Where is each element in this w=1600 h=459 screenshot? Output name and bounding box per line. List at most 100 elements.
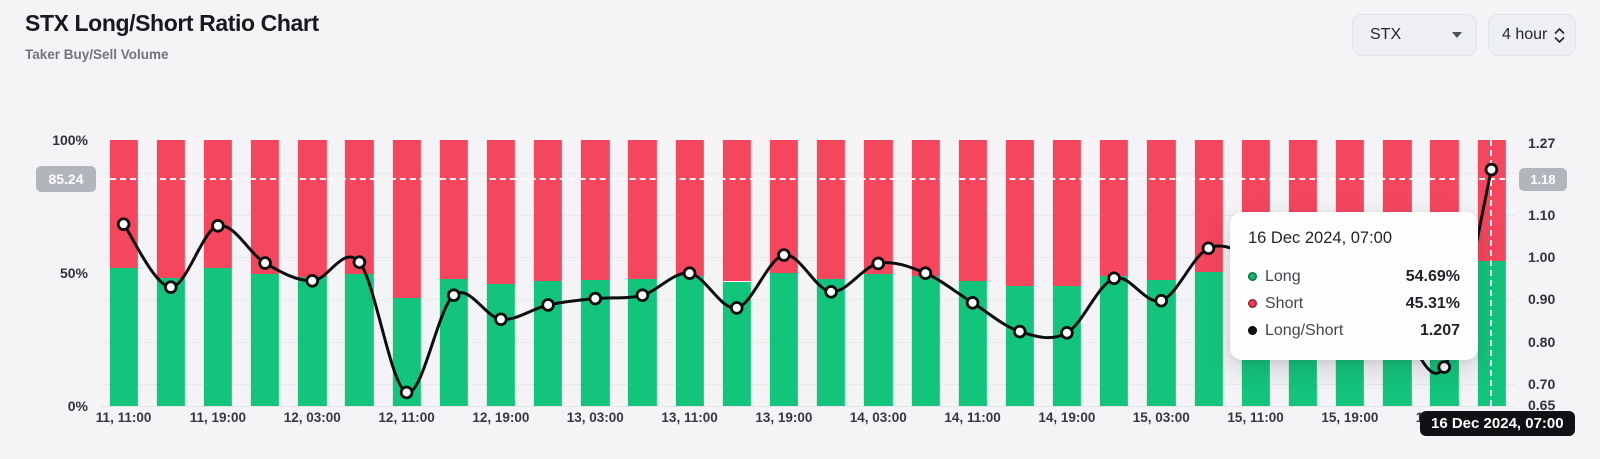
- bar-column[interactable]: [1138, 140, 1185, 406]
- ratio-point-marker[interactable]: [729, 301, 744, 315]
- legend-dot-icon: [1248, 326, 1257, 335]
- bar-column[interactable]: [1185, 140, 1232, 406]
- tooltip-row: Short 45.31%: [1248, 290, 1460, 317]
- ratio-point-marker[interactable]: [446, 288, 461, 303]
- ratio-point-marker[interactable]: [163, 280, 178, 294]
- ratio-point-marker[interactable]: [116, 217, 131, 231]
- right-axis-tick: 1.27: [1528, 134, 1556, 151]
- bar-series: [100, 140, 1515, 406]
- bar-column[interactable]: [336, 140, 383, 406]
- short-bar-segment: [1147, 140, 1176, 281]
- long-bar-segment: [109, 268, 138, 406]
- long-bar-segment: [298, 276, 327, 406]
- long-bar-segment: [486, 283, 516, 406]
- short-bar-segment: [958, 140, 987, 281]
- ratio-point-marker[interactable]: [1201, 241, 1216, 256]
- bar-column[interactable]: [194, 140, 241, 406]
- short-bar-segment: [675, 140, 704, 276]
- ratio-point-marker[interactable]: [1437, 360, 1452, 374]
- x-axis-tick: 14, 03:00: [849, 410, 907, 425]
- bar-column[interactable]: [1043, 140, 1090, 406]
- tooltip-row-value: 45.31%: [1405, 294, 1460, 312]
- ratio-point-marker[interactable]: [635, 288, 650, 303]
- tooltip-row: Long/Short 1.207: [1248, 317, 1460, 344]
- x-axis-tick: 15, 03:00: [1132, 410, 1190, 425]
- ratio-point-marker[interactable]: [305, 274, 320, 288]
- short-bar-segment: [1100, 140, 1129, 277]
- ratio-point-marker[interactable]: [1154, 293, 1169, 308]
- short-bar-segment: [581, 140, 610, 280]
- ratio-point-marker[interactable]: [258, 256, 272, 270]
- bar-column[interactable]: [808, 140, 855, 406]
- long-bar-segment: [156, 277, 185, 406]
- ratio-point-marker[interactable]: [777, 248, 791, 262]
- page-subtitle: Taker Buy/Sell Volume: [25, 47, 169, 62]
- interval-selector[interactable]: 4 hour: [1488, 14, 1576, 56]
- bar-column[interactable]: [1091, 140, 1138, 406]
- ratio-line-layer: [116, 162, 1499, 400]
- tooltip-title: 16 Dec 2024, 07:00: [1248, 229, 1393, 247]
- ratio-point-marker[interactable]: [1060, 326, 1074, 340]
- chart-tooltip: 16 Dec 2024, 07:00 Long 54.69% Short 45.31%…: [1230, 212, 1478, 360]
- right-axis-tick: 0.80: [1528, 333, 1556, 350]
- bar-column[interactable]: [147, 140, 194, 406]
- ratio-point-marker[interactable]: [824, 285, 838, 299]
- ratio-point-marker[interactable]: [399, 385, 414, 400]
- right-axis-tick: 1.00: [1528, 249, 1556, 266]
- left-axis-tick: 50%: [59, 265, 88, 281]
- right-axis-tick: 0.90: [1528, 291, 1556, 308]
- bar-column[interactable]: [666, 140, 713, 406]
- bar-column[interactable]: [477, 140, 524, 406]
- x-axis-tick: 11, 19:00: [189, 410, 247, 425]
- long-bar-segment: [345, 273, 374, 406]
- ratio-point-marker[interactable]: [352, 255, 367, 270]
- bar-column[interactable]: [242, 140, 289, 406]
- ratio-point-marker[interactable]: [918, 266, 933, 281]
- bar-column[interactable]: [289, 140, 336, 406]
- long-bar-segment: [1194, 271, 1223, 406]
- tooltip-row-label: Long/Short: [1265, 321, 1344, 339]
- short-bar-segment: [533, 140, 563, 281]
- short-bar-segment: [1005, 140, 1034, 286]
- short-bar-segment: [911, 140, 940, 276]
- left-axis-tick: 0%: [67, 398, 88, 414]
- bar-column[interactable]: [855, 140, 902, 406]
- gridline-horizontal: [100, 299, 1515, 301]
- right-axis-tick: 1.10: [1528, 206, 1556, 223]
- tooltip-row-label: Long: [1265, 267, 1301, 285]
- chart-plot-area[interactable]: [100, 140, 1515, 406]
- short-bar-segment: [439, 140, 468, 280]
- reference-badge-left: 85.24: [36, 166, 96, 193]
- short-bar-segment: [817, 140, 846, 279]
- x-axis-tick: 13, 19:00: [755, 410, 813, 425]
- bar-column[interactable]: [902, 140, 949, 406]
- short-bar-segment: [722, 140, 751, 282]
- bar-column[interactable]: [100, 140, 147, 406]
- ratio-point-marker[interactable]: [1012, 324, 1027, 339]
- long-bar-segment: [675, 275, 704, 406]
- chevron-down-icon: [1452, 32, 1462, 38]
- ratio-point-marker[interactable]: [588, 291, 603, 306]
- coin-selector[interactable]: STX: [1352, 14, 1477, 56]
- long-bar-segment: [1052, 286, 1082, 406]
- ratio-point-marker[interactable]: [965, 296, 980, 310]
- short-bar-segment: [486, 140, 516, 284]
- x-axis-tick: 15, 19:00: [1321, 410, 1379, 425]
- bar-column[interactable]: [996, 140, 1043, 406]
- coin-selector-value: STX: [1370, 26, 1402, 43]
- ratio-point-marker[interactable]: [682, 266, 697, 281]
- long-bar-segment: [203, 268, 233, 406]
- ratio-point-marker[interactable]: [541, 298, 555, 312]
- short-bar-segment: [1052, 140, 1082, 287]
- ratio-point-marker[interactable]: [211, 219, 225, 233]
- short-bar-segment: [250, 140, 280, 274]
- gridline-horizontal: [100, 214, 1515, 216]
- ratio-point-marker[interactable]: [871, 256, 886, 271]
- x-axis-tick: 12, 19:00: [472, 410, 530, 425]
- ratio-point-marker[interactable]: [494, 312, 508, 327]
- ratio-point-marker[interactable]: [1484, 162, 1499, 177]
- gridline-horizontal: [100, 384, 1515, 385]
- x-axis-tick: 14, 11:00: [944, 410, 1001, 425]
- bar-column[interactable]: [572, 140, 619, 406]
- ratio-point-marker[interactable]: [1107, 271, 1121, 286]
